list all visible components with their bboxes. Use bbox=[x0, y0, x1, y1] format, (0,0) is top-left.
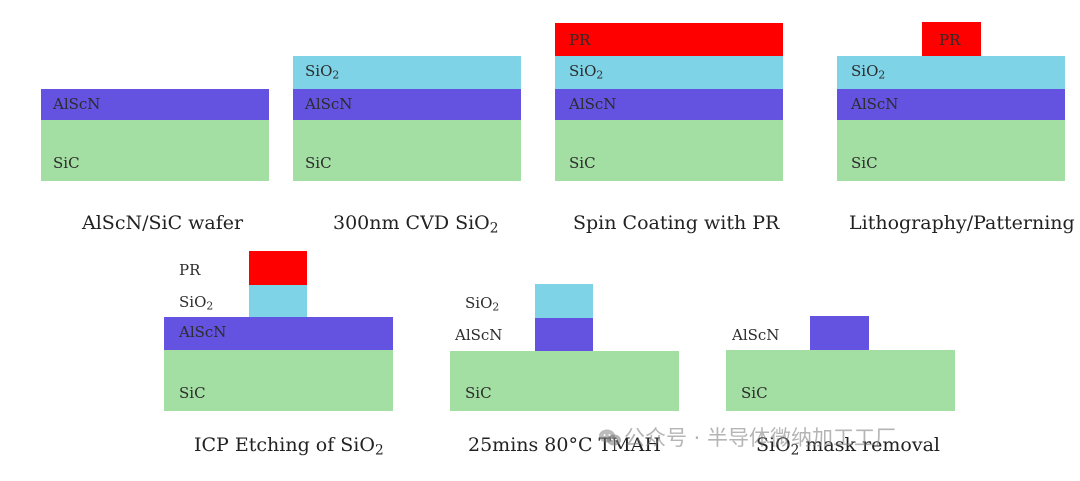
sio2-label: SiO2 bbox=[851, 62, 886, 82]
alscn-label: AlScN bbox=[455, 326, 503, 344]
sic-substrate bbox=[726, 350, 955, 411]
step-1-caption: AlScN/SiC wafer bbox=[82, 212, 244, 234]
alscn-layer bbox=[555, 89, 783, 120]
alscn-label: AlScN bbox=[305, 95, 353, 113]
sio2-layer bbox=[837, 56, 1065, 89]
alscn-label: AlScN bbox=[851, 95, 899, 113]
step-5-caption: ICP Etching of SiO2 bbox=[194, 434, 384, 459]
alscn-pattern bbox=[810, 316, 869, 350]
pr-layer bbox=[555, 23, 783, 56]
sic-label: SiC bbox=[741, 384, 768, 402]
sic-substrate bbox=[164, 350, 393, 411]
sic-substrate bbox=[837, 120, 1065, 181]
alscn-layer bbox=[837, 89, 1065, 120]
pr-label: PR bbox=[569, 31, 591, 49]
sio2-layer bbox=[293, 56, 521, 89]
alscn-label: AlScN bbox=[53, 95, 101, 113]
pr-label: PR bbox=[939, 31, 961, 49]
pr-pattern bbox=[249, 251, 307, 285]
sic-label: SiC bbox=[569, 154, 596, 172]
sio2-pattern bbox=[249, 285, 307, 317]
step-4-caption: Lithography/Patterning bbox=[849, 212, 1075, 234]
step-3-caption: Spin Coating with PR bbox=[573, 212, 780, 234]
sic-label: SiC bbox=[305, 154, 332, 172]
sic-substrate bbox=[555, 120, 783, 181]
sio2-pattern bbox=[535, 284, 593, 318]
sio2-layer bbox=[555, 56, 783, 89]
alscn-pattern bbox=[535, 318, 593, 351]
sic-substrate bbox=[450, 351, 679, 411]
sio2-label: SiO2 bbox=[305, 62, 340, 82]
alscn-label: AlScN bbox=[569, 95, 617, 113]
sic-substrate bbox=[41, 120, 269, 181]
sic-label: SiC bbox=[851, 154, 878, 172]
sic-substrate bbox=[293, 120, 521, 181]
sic-label: SiC bbox=[179, 384, 206, 402]
sic-label: SiC bbox=[465, 384, 492, 402]
watermark-text: 公众号 · 半导体微纳加工工厂 bbox=[624, 426, 897, 450]
wechat-icon bbox=[599, 429, 621, 446]
step-7-caption: SiO2 mask removal bbox=[756, 434, 940, 459]
sio2-label: SiO2 bbox=[179, 293, 214, 313]
step-2-caption: 300nm CVD SiO2 bbox=[333, 212, 499, 237]
sic-label: SiC bbox=[53, 154, 80, 172]
alscn-label: AlScN bbox=[179, 323, 227, 341]
sio2-label: SiO2 bbox=[465, 294, 500, 314]
alscn-layer bbox=[41, 89, 269, 120]
alscn-layer bbox=[164, 317, 393, 350]
sio2-label: SiO2 bbox=[569, 62, 604, 82]
alscn-label: AlScN bbox=[732, 326, 780, 344]
pr-label: PR bbox=[179, 261, 201, 279]
alscn-layer bbox=[293, 89, 521, 120]
pr-pattern bbox=[922, 22, 981, 56]
